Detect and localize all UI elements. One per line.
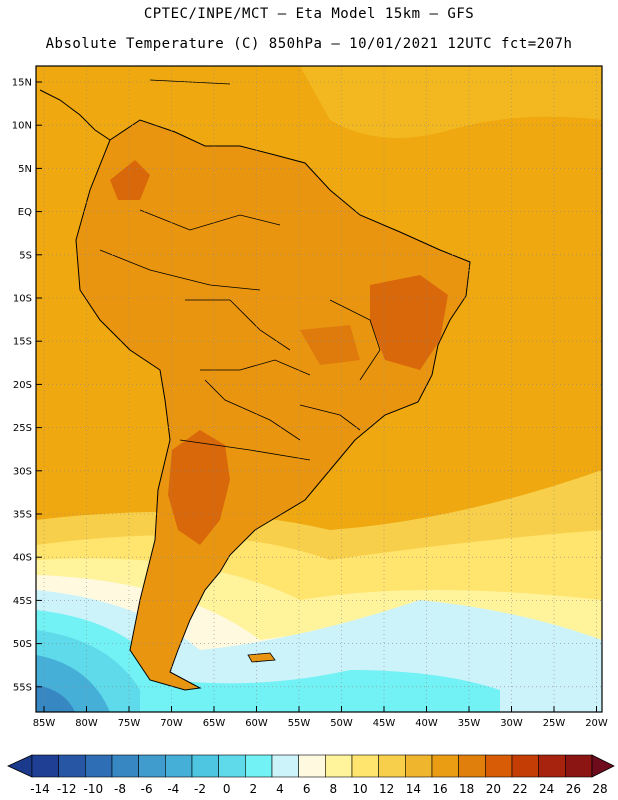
- colorbar-label: -6: [141, 782, 153, 796]
- hot-zone-venezuela: [110, 160, 150, 200]
- colorbar-label: 14: [406, 782, 421, 796]
- lat-label: 5N: [18, 164, 32, 175]
- colorbar-swatch: [31, 754, 59, 778]
- warm-band-north: [300, 66, 602, 138]
- lon-label: 40W: [415, 718, 438, 729]
- colorbar-swatch: [485, 754, 513, 778]
- colorbar-label: 16: [432, 782, 447, 796]
- colorbar-swatch: [58, 754, 86, 778]
- lon-label: 30W: [500, 718, 523, 729]
- lon-label: 50W: [330, 718, 353, 729]
- colorbar-swatch: [245, 754, 273, 778]
- lon-label: 85W: [33, 718, 56, 729]
- colorbar-label: 4: [276, 782, 284, 796]
- lon-label: 65W: [203, 718, 226, 729]
- header-model-title: CPTEC/INPE/MCT – Eta Model 15km – GFS: [143, 6, 475, 22]
- colorbar-label: 6: [303, 782, 311, 796]
- colorbar-label: -2: [194, 782, 206, 796]
- lon-label: 55W: [288, 718, 311, 729]
- caribbean-islands: [149, 79, 231, 85]
- header-field-title: Absolute Temperature (C) 850hPa – 10/01/…: [45, 36, 573, 52]
- colorbar-swatch: [511, 754, 539, 778]
- lat-label: 15N: [12, 78, 32, 89]
- colorbar-label: 2: [250, 782, 258, 796]
- colorbar-label: -8: [114, 782, 126, 796]
- lon-label: 35W: [458, 718, 481, 729]
- colorbar-swatch: [298, 754, 326, 778]
- colorbar-label: 18: [459, 782, 474, 796]
- lat-label: 5S: [19, 250, 32, 261]
- colorbar-high-cap: [591, 754, 615, 778]
- colorbar-swatch: [218, 754, 246, 778]
- lat-label: 55S: [13, 682, 32, 693]
- lon-label: 80W: [75, 718, 98, 729]
- lat-label: 10S: [13, 294, 32, 305]
- colorbar-swatch: [325, 754, 353, 778]
- colorbar-label: 12: [379, 782, 394, 796]
- hot-zone-argentina: [168, 430, 230, 545]
- colorbar-label: -14: [30, 782, 50, 796]
- colorbar-swatch: [378, 754, 406, 778]
- lat-label: 30S: [13, 466, 32, 477]
- colorbar-swatch: [351, 754, 379, 778]
- south-america-landmass: [75, 119, 471, 691]
- longitude-axis: 85W 80W 75W 70W 65W 60W 55W 50W 45W 40W 35W 30W 25W 2…: [33, 706, 608, 729]
- lon-label: 75W: [118, 718, 141, 729]
- colorbar-label: 8: [330, 782, 338, 796]
- colorbar-label: -12: [57, 782, 77, 796]
- colorbar-label: 26: [566, 782, 581, 796]
- lon-label: 60W: [245, 718, 268, 729]
- colorbar-label: -4: [167, 782, 179, 796]
- colorbar-swatch: [458, 754, 486, 778]
- warm-zone-central-brazil: [300, 325, 360, 365]
- map-frame: [35, 65, 603, 713]
- central-america-coast: [39, 89, 111, 141]
- colorbar-swatch: [138, 754, 166, 778]
- lat-label: 10N: [12, 121, 32, 132]
- colorbar-swatch: [111, 754, 139, 778]
- colorbar: -14 -12 -10 -8 -6 -4 -2 0 2 4 6 8 10 12 14 16 18 20 22 24 26…: [7, 754, 615, 796]
- colorbar-swatch: [165, 754, 193, 778]
- hot-zone-northeast-brazil: [370, 275, 448, 370]
- colorbar-swatch: [431, 754, 459, 778]
- lat-label: 25S: [13, 423, 32, 434]
- temperature-field: [36, 66, 602, 712]
- colorbar-swatch: [191, 754, 219, 778]
- lat-label: 50S: [13, 639, 32, 650]
- colorbar-low-cap: [7, 754, 33, 778]
- colorbar-label: 10: [352, 782, 367, 796]
- colorbar-label: 20: [486, 782, 501, 796]
- country-borders: [99, 209, 381, 461]
- band-neg8: [36, 685, 75, 712]
- colorbar-label: 24: [539, 782, 554, 796]
- colorbar-label: 0: [223, 782, 231, 796]
- colorbar-label: -10: [84, 782, 104, 796]
- lat-label: 20S: [13, 380, 32, 391]
- lat-label: EQ: [18, 207, 32, 218]
- lon-label: 20W: [585, 718, 608, 729]
- lon-label: 25W: [543, 718, 566, 729]
- colorbar-swatch: [405, 754, 433, 778]
- colorbar-swatch: [538, 754, 566, 778]
- colorbar-swatch: [565, 754, 593, 778]
- lat-label: 40S: [13, 553, 32, 564]
- lat-label: 35S: [13, 510, 32, 521]
- lon-label: 70W: [160, 718, 183, 729]
- colorbar-swatch: [85, 754, 113, 778]
- lat-label: 45S: [13, 596, 32, 607]
- falkland-islands: [247, 652, 276, 663]
- lon-label: 45W: [373, 718, 396, 729]
- colorbar-label: 28: [592, 782, 607, 796]
- lat-label: 15S: [13, 337, 32, 348]
- colorbar-label: 22: [512, 782, 527, 796]
- latitude-axis: 15N 10N 5N EQ 5S 10S 15S 20S 25S 30S 35S 40S 45S 50S 5…: [12, 78, 42, 693]
- colorbar-swatch: [271, 754, 299, 778]
